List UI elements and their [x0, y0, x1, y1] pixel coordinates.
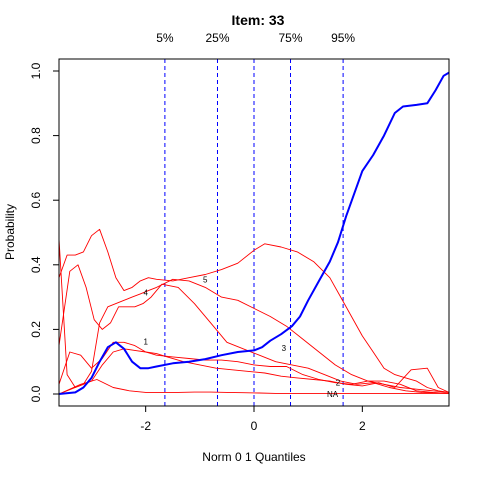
- y-tick-label: 1.0: [29, 62, 43, 79]
- series-line-1: [58, 341, 450, 393]
- curve-label: 4: [143, 288, 148, 297]
- x-axis-label: Norm 0 1 Quantiles: [202, 450, 305, 464]
- x-tick-label: -2: [140, 419, 151, 433]
- curve-labels: 4 5 1 3 2 NA: [143, 275, 340, 399]
- curve-label: 1: [143, 338, 148, 347]
- quantile-label: 75%: [278, 31, 302, 45]
- curve-label: 2: [336, 378, 341, 387]
- series-line-correct: [58, 71, 450, 395]
- series-group: [58, 71, 450, 395]
- quantile-label: 25%: [205, 31, 229, 45]
- quantile-lines: [164, 59, 344, 406]
- x-tick-label: 2: [359, 419, 366, 433]
- series-line-5: [58, 228, 450, 393]
- y-tick-label: 0.6: [29, 192, 43, 209]
- x-axis: -2 0 2: [140, 406, 366, 433]
- y-tick-label: 0.8: [29, 127, 43, 144]
- quantile-label: 95%: [331, 31, 355, 45]
- curve-label: 5: [203, 275, 208, 284]
- y-tick-label: 0.4: [29, 256, 43, 273]
- quantile-labels: 5% 25% 75% 95%: [156, 31, 355, 45]
- y-axis-label: Probability: [3, 204, 17, 260]
- y-tick-label: 0.0: [29, 385, 43, 402]
- x-tick-label: 0: [251, 419, 258, 433]
- chart-title: Item: 33: [232, 12, 285, 28]
- series-line-NA: [58, 379, 449, 395]
- y-tick-label: 0.2: [29, 321, 43, 338]
- curve-label: 3: [282, 344, 287, 353]
- y-axis: 0.0 0.2 0.4 0.6 0.8 1.0: [29, 62, 59, 402]
- series-line-2: [58, 348, 450, 395]
- quantile-label: 5%: [156, 31, 174, 45]
- curve-label: NA: [327, 390, 339, 399]
- series-line-3: [58, 264, 450, 394]
